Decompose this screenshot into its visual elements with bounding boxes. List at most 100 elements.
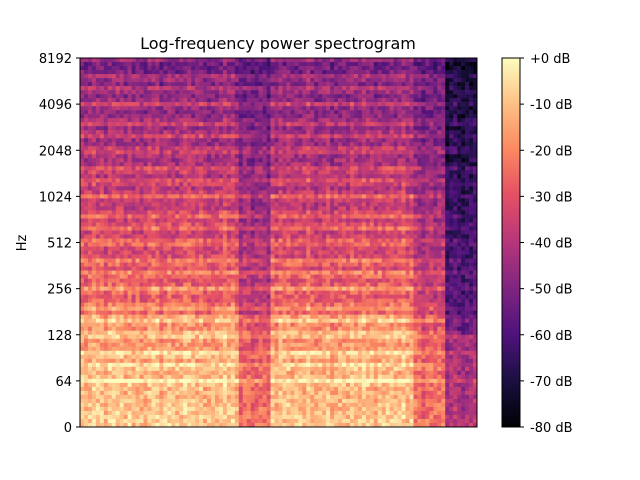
spectrogram-cell [270,346,275,352]
spectrogram-cell [214,82,220,87]
spectrogram-cell [175,270,180,275]
spectrogram-cell [95,290,101,295]
spectrogram-cell [167,402,172,408]
spectrogram-cell [222,74,228,79]
spectrogram-cell [238,250,244,255]
spectrogram-cell [278,202,283,207]
spectrogram-cell [278,390,283,396]
spectrogram-cell [222,314,228,320]
spectrogram-cell [95,94,101,99]
spectrogram-cell [230,154,236,159]
spectrogram-cell [262,258,267,263]
spectrogram-cell [135,170,140,175]
spectrogram-cell [258,110,263,115]
spectrogram-cell [119,130,124,135]
spectrogram-cell [258,366,263,372]
spectrogram-cell [207,330,212,336]
spectrogram-cell [163,398,168,404]
spectrogram-cell [246,362,252,368]
spectrogram-cell [254,322,259,328]
spectrogram-cell [147,282,152,287]
spectrogram-cell [135,334,140,340]
spectrogram-cell [183,334,188,340]
spectrogram-cell [222,262,228,267]
spectrogram-cell [270,86,275,91]
spectrogram-cell [107,266,113,271]
spectrogram-cell [262,214,267,219]
spectrogram-cell [119,174,124,179]
spectrogram-cell [151,178,156,183]
spectrogram-cell [147,234,152,239]
spectrogram-cell [195,398,200,404]
spectrogram-cell [278,222,283,227]
spectrogram-cell [123,130,128,135]
spectrogram-cell [155,298,160,303]
spectrogram-cell [155,354,160,360]
spectrogram-cell [163,226,168,231]
spectrogram-cell [163,182,168,187]
spectrogram-cell [218,178,224,183]
spectrogram-cell [258,394,263,400]
spectrogram-cell [234,126,240,131]
spectrogram-cell [218,398,224,404]
spectrogram-cell [290,154,295,159]
spectrogram-cell [266,250,271,255]
spectrogram-cell [91,394,97,400]
spectrogram-cell [226,182,232,187]
spectrogram-cell [282,374,287,380]
spectrogram-cell [95,370,101,376]
spectrogram-cell [246,422,252,428]
spectrogram-cell [226,326,232,332]
spectrogram-cell [195,150,200,155]
spectrogram-cell [242,246,248,251]
spectrogram-cell [274,150,279,155]
spectrogram-cell [183,254,188,259]
spectrogram-cell [123,278,128,283]
spectrogram-cell [234,262,240,267]
spectrogram-cell [91,74,97,79]
spectrogram-cell [163,82,168,87]
spectrogram-cell [119,110,124,115]
spectrogram-cell [179,254,184,259]
spectrogram-cell [87,358,93,364]
spectrogram-cell [80,118,85,123]
spectrogram-cell [95,334,101,340]
spectrogram-cell [218,306,224,311]
spectrogram-cell [103,234,109,239]
spectrogram-cell [191,126,196,131]
spectrogram-cell [226,242,232,247]
spectrogram-cell [119,242,124,247]
spectrogram-cell [214,106,220,111]
spectrogram-cell [163,66,168,71]
spectrogram-cell [262,330,267,336]
spectrogram-cell [139,162,144,167]
spectrogram-cell [238,234,244,239]
spectrogram-cell [187,418,192,424]
spectrogram-cell [195,422,200,428]
spectrogram-cell [111,366,117,372]
spectrogram-cell [123,414,128,420]
spectrogram-cell [290,222,295,227]
spectrogram-cell [151,314,156,320]
spectrogram-cell [234,206,240,211]
spectrogram-cell [203,358,208,364]
spectrogram-cell [234,334,240,340]
spectrogram-cell [211,230,216,235]
spectrogram-cell [226,110,232,115]
spectrogram-cell [95,186,101,191]
spectrogram-cell [290,202,295,207]
spectrogram-cell [119,334,124,340]
spectrogram-cell [91,230,97,235]
spectrogram-cell [278,234,283,239]
spectrogram-cell [155,82,160,87]
spectrogram-cell [151,150,156,155]
spectrogram-cell [246,174,252,179]
spectrogram-cell [187,98,192,103]
spectrogram-cell [207,170,212,175]
spectrogram-cell [286,250,291,255]
spectrogram-cell [83,134,89,139]
spectrogram-cell [294,86,299,91]
spectrogram-cell [238,314,244,320]
spectrogram-cell [135,282,140,287]
spectrogram-cell [91,390,97,396]
